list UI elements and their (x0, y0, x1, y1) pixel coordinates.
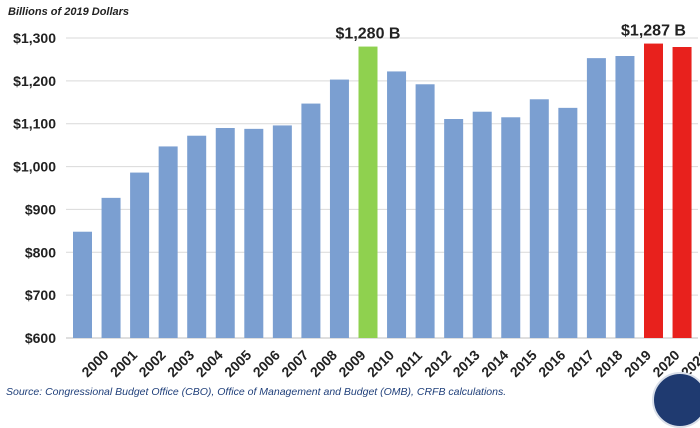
y-tick-label: $600 (25, 330, 56, 346)
x-tick-label: 2012 (421, 347, 454, 380)
x-tick-label: 2015 (507, 347, 540, 380)
bar-2021 (672, 47, 692, 338)
x-tick-label: 2016 (535, 347, 568, 380)
bar-2002 (130, 172, 150, 338)
annotations: $1,280 B $1,287 B (336, 23, 686, 43)
crfb-logo (652, 372, 700, 428)
x-tick-label: 2003 (164, 347, 197, 380)
bar-2007 (272, 125, 292, 338)
bar-2011 (387, 71, 407, 338)
bar-2010 (358, 46, 378, 338)
y-tick-label: $1,200 (13, 73, 56, 89)
bar-2012 (415, 84, 435, 339)
x-tick-label: 2002 (135, 347, 168, 380)
y-axis-title: Billions of 2019 Dollars (8, 6, 130, 18)
x-tick-label: 2005 (221, 347, 254, 380)
bar-2016 (529, 99, 549, 339)
x-tick-label: 2006 (250, 347, 283, 380)
bar-2005 (215, 128, 235, 338)
x-tick-label: 2004 (193, 347, 226, 380)
bar-2014 (472, 111, 492, 338)
x-tick-label: 2017 (564, 347, 597, 380)
bar-2018 (586, 58, 606, 339)
x-tick-label: 2019 (621, 347, 654, 380)
x-tick-label: 2007 (278, 347, 311, 380)
y-tick-label: $700 (25, 287, 56, 303)
x-tick-label: 2001 (107, 347, 140, 380)
bar-2008 (301, 103, 321, 338)
bar-2001 (101, 197, 121, 338)
bar-2019 (615, 56, 635, 338)
bar-2020 (644, 43, 663, 338)
value-annotation: $1,287 B (621, 23, 686, 40)
y-tick-labels: $600 $700 $800 $900 $1,000 $1,100 $1,200 $1,300 (13, 30, 56, 346)
value-annotation: $1,280 B (336, 26, 401, 43)
bar-2000 (73, 231, 92, 338)
bar-2015 (501, 117, 521, 339)
bar-2013 (444, 119, 464, 338)
bar-2009 (329, 79, 349, 339)
bar-2004 (187, 135, 207, 338)
y-tick-label: $800 (25, 244, 56, 260)
x-tick-label: 2009 (335, 347, 368, 380)
x-tick-label: 2011 (392, 347, 425, 380)
bar-chart: $600 $700 $800 $900 $1,000 $1,100 $1,200 $1,300… (13, 23, 700, 381)
x-tick-label: 2010 (364, 347, 397, 380)
y-tick-label: $900 (25, 201, 56, 217)
y-tick-label: $1,100 (13, 116, 56, 132)
bar-2003 (158, 146, 178, 338)
y-tick-label: $1,300 (13, 30, 56, 46)
x-tick-label: 2000 (78, 347, 111, 380)
bar-2006 (244, 128, 264, 338)
bar-2017 (558, 107, 578, 338)
x-tick-label: 2018 (592, 347, 625, 380)
bars (73, 43, 692, 339)
source-note: Source: Congressional Budget Office (CBO… (6, 386, 507, 398)
y-tick-label: $1,000 (13, 159, 56, 175)
x-tick-labels: 2000200120022003200420052006200720082009… (78, 347, 700, 380)
x-tick-label: 2013 (449, 347, 482, 380)
x-tick-label: 2014 (478, 347, 511, 380)
x-tick-label: 2008 (307, 347, 340, 380)
